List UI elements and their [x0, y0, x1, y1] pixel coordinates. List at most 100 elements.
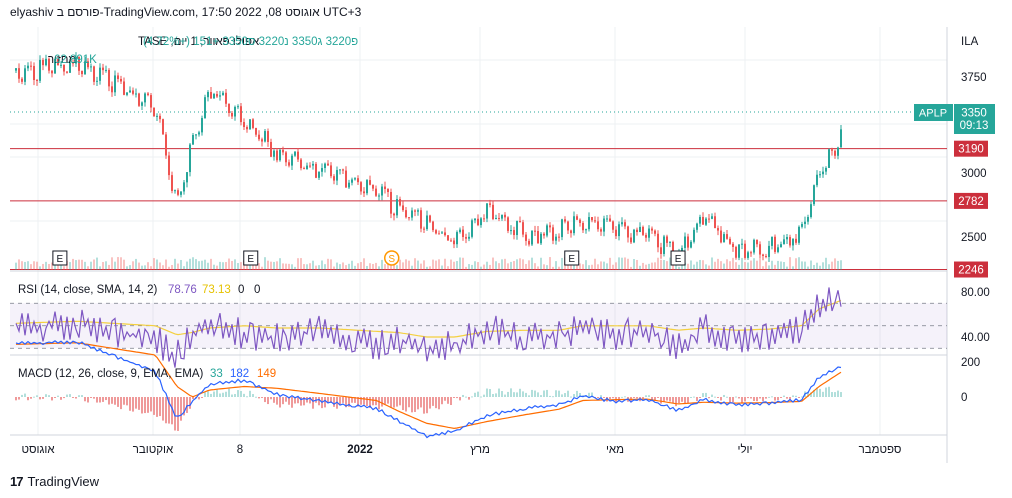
- earnings-marker[interactable]: [52, 250, 68, 266]
- time-tick[interactable]: אוגוסט: [21, 444, 55, 456]
- candles[interactable]: [15, 52, 842, 263]
- candle: [99, 67, 101, 81]
- rsi-tick[interactable]: 40.00: [961, 332, 990, 344]
- candle: [510, 230, 512, 232]
- macd-histogram-bar: [696, 397, 698, 402]
- earnings-marker-label[interactable]: E: [57, 254, 64, 265]
- time-tick[interactable]: אוקטובר: [133, 444, 174, 456]
- volume-bar: [54, 261, 56, 270]
- macd-histogram-bar: [477, 391, 479, 397]
- candle: [834, 150, 836, 156]
- rsi-pane[interactable]: [10, 287, 947, 368]
- macd-histogram-bar: [738, 397, 740, 399]
- price-tick[interactable]: 3000: [961, 168, 987, 180]
- time-axis[interactable]: אוגוסט אוקטובר 8 2022 מרץ מאי יולי ספטמבר: [21, 443, 901, 456]
- candle: [204, 97, 206, 119]
- candle: [726, 234, 728, 239]
- price-tick[interactable]: 2500: [961, 232, 987, 244]
- candle: [759, 244, 761, 255]
- candle: [792, 238, 794, 246]
- earnings-marker[interactable]: [243, 250, 259, 266]
- macd-histogram-bar: [408, 397, 410, 408]
- volume-bar: [507, 263, 509, 270]
- time-tick[interactable]: יולי: [737, 443, 752, 456]
- candle: [210, 92, 212, 99]
- volume-bar: [375, 262, 377, 270]
- line-label-bg[interactable]: [954, 261, 988, 278]
- macd-histogram-bar: [558, 390, 560, 397]
- macd-histogram-bar: [720, 397, 722, 401]
- tradingview-logo-icon[interactable]: 17: [10, 473, 24, 489]
- volume-bar: [648, 263, 650, 270]
- line-label-2246[interactable]: 2246: [958, 265, 984, 277]
- macd-tick[interactable]: 200: [961, 357, 980, 369]
- macd-histogram-bar: [144, 397, 146, 414]
- macd-histogram-bar: [396, 397, 398, 407]
- earnings-marker[interactable]: [670, 250, 686, 266]
- candle: [543, 233, 545, 236]
- candle: [309, 165, 311, 167]
- candle: [777, 247, 779, 252]
- volume-bar: [762, 266, 764, 270]
- time-tick[interactable]: 8: [237, 444, 243, 456]
- macd-histogram-bar: [75, 397, 77, 399]
- line-label-bg[interactable]: [954, 140, 988, 157]
- candle: [681, 247, 683, 253]
- candle: [630, 237, 632, 243]
- volume-bar: [786, 266, 788, 270]
- earnings-marker-label[interactable]: E: [568, 254, 575, 265]
- line-label-2782[interactable]: 2782: [958, 196, 984, 208]
- time-tick[interactable]: ספטמבר: [859, 444, 902, 456]
- macd-histogram-bar: [708, 397, 710, 399]
- macd-histogram-bar: [360, 397, 362, 405]
- macd-histogram-bar: [642, 397, 644, 399]
- candle: [831, 149, 833, 151]
- split-marker[interactable]: [383, 250, 400, 266]
- price-tick[interactable]: 3750: [961, 72, 987, 84]
- volume-bar: [423, 260, 425, 270]
- candle: [18, 68, 20, 79]
- time-tick[interactable]: מאי: [606, 444, 624, 456]
- rsi-tick[interactable]: 80.00: [961, 287, 990, 299]
- candle: [420, 210, 422, 229]
- candle: [372, 184, 374, 189]
- macd-pane[interactable]: [15, 340, 842, 439]
- candle: [600, 229, 602, 232]
- candle: [330, 165, 332, 177]
- macd-histogram-bar: [33, 396, 35, 398]
- split-marker-label[interactable]: S: [388, 254, 395, 265]
- volume-bar: [645, 264, 647, 270]
- earnings-marker-label[interactable]: E: [247, 254, 254, 265]
- candle: [21, 78, 23, 82]
- volume-bar: [273, 261, 275, 270]
- horizontal-lines[interactable]: 3190 2782 2246: [10, 111, 988, 278]
- earnings-marker[interactable]: [564, 250, 580, 266]
- price-tag[interactable]: APLP 3350 09:13: [914, 104, 995, 134]
- time-tick[interactable]: מרץ: [470, 444, 490, 456]
- macd-histogram-bar: [270, 397, 272, 400]
- currency-label[interactable]: ILA: [961, 36, 979, 48]
- macd-histogram-bar: [432, 397, 434, 406]
- volume-bar: [417, 260, 419, 270]
- line-label-3190[interactable]: 3190: [958, 144, 984, 156]
- volume-bar: [789, 257, 791, 270]
- macd-histogram-bar: [348, 397, 350, 407]
- time-tick[interactable]: 2022: [347, 444, 373, 456]
- macd-tick[interactable]: 0: [961, 392, 967, 404]
- macd-histogram-bar: [597, 397, 599, 398]
- macd-histogram-bar: [747, 397, 749, 399]
- volume-bar: [180, 259, 182, 270]
- earnings-marker-label[interactable]: E: [675, 254, 682, 265]
- brand-name[interactable]: TradingView: [27, 473, 100, 489]
- line-label-bg[interactable]: [954, 192, 988, 209]
- candle: [684, 236, 686, 248]
- macd-histogram-bar: [228, 388, 230, 397]
- volume-bar: [192, 257, 194, 270]
- macd-histogram-bar: [171, 397, 173, 425]
- footer[interactable]: 17 TradingView: [10, 472, 99, 490]
- volume-bar: [18, 259, 20, 270]
